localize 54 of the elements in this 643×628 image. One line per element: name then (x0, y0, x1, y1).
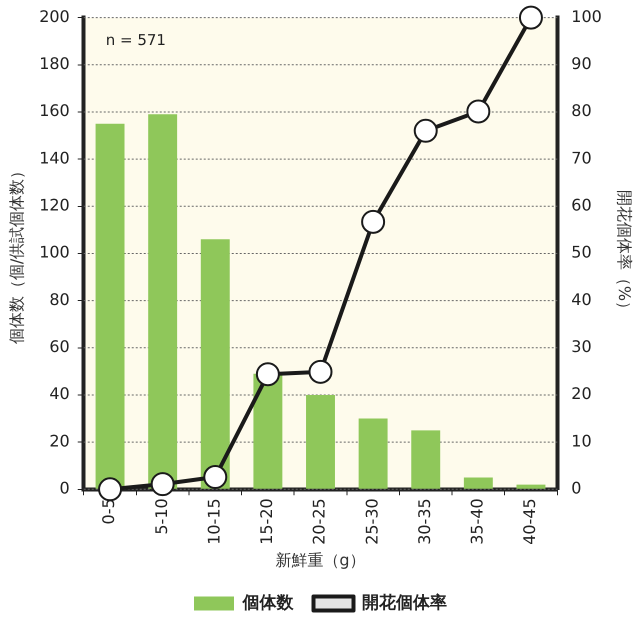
y-tick-label: 200 (39, 6, 70, 26)
point (466, 99, 490, 124)
y2-tick-label: 40 (571, 290, 592, 309)
y2-tick-label: 60 (571, 195, 592, 214)
y-tick-label: 160 (39, 101, 70, 120)
x-tick-label: 10-15 (204, 498, 224, 545)
x-tick-label: 5-10 (152, 498, 171, 535)
bar (516, 484, 546, 489)
y-tick-label: 0 (60, 478, 70, 498)
y2-tick-label: 70 (571, 148, 592, 168)
y-tick-label: 120 (39, 195, 70, 214)
legend-label: 個体数 (242, 592, 294, 613)
y2-tick-label: 20 (571, 384, 592, 404)
x-tick-label: 15-20 (257, 498, 276, 545)
x-tick-label: 30-35 (414, 498, 434, 545)
bar (306, 394, 335, 489)
annotation: n = 571 (106, 30, 166, 49)
legend-label: 開花個体率 (362, 592, 447, 613)
bar (411, 430, 440, 489)
y-tick-label: 60 (49, 336, 70, 356)
y-axis-title: 個体数（個/供試個体数） (6, 162, 26, 344)
point (308, 360, 332, 384)
y2-tick-label: 90 (571, 54, 592, 73)
x-axis-title: 新鮮重（g） (275, 550, 366, 570)
x-tick-label: 25-30 (362, 498, 382, 545)
point (414, 118, 438, 143)
bar (148, 114, 178, 489)
y-tick-label: 40 (49, 384, 70, 404)
point (361, 210, 386, 234)
y2-tick-label: 50 (571, 242, 592, 262)
bar (358, 418, 388, 489)
y2-axis-title: 開花個体率（%） (615, 190, 634, 318)
x-tick-label: 35-40 (467, 498, 486, 545)
y2-tick-label: 80 (571, 101, 592, 120)
bar (96, 124, 125, 489)
x-tick-label: 40-45 (520, 498, 540, 545)
y-tick-label: 140 (39, 148, 70, 168)
bar (253, 374, 282, 489)
y2-tick-label: 100 (571, 6, 602, 26)
y2-tick-label: 0 (571, 478, 582, 498)
point (518, 6, 543, 30)
y-tick-label: 80 (49, 290, 70, 309)
y2-tick-label: 30 (571, 336, 592, 356)
y-tick-label: 20 (49, 431, 70, 450)
y-tick-label: 180 (39, 54, 70, 73)
point (150, 472, 175, 496)
point (203, 465, 228, 490)
point (256, 362, 280, 386)
y2-tick-label: 10 (571, 431, 592, 450)
bar (200, 239, 230, 489)
x-tick-label: 20-25 (310, 498, 329, 545)
bar (464, 478, 493, 489)
y-tick-label: 100 (39, 242, 70, 262)
point (98, 477, 122, 502)
